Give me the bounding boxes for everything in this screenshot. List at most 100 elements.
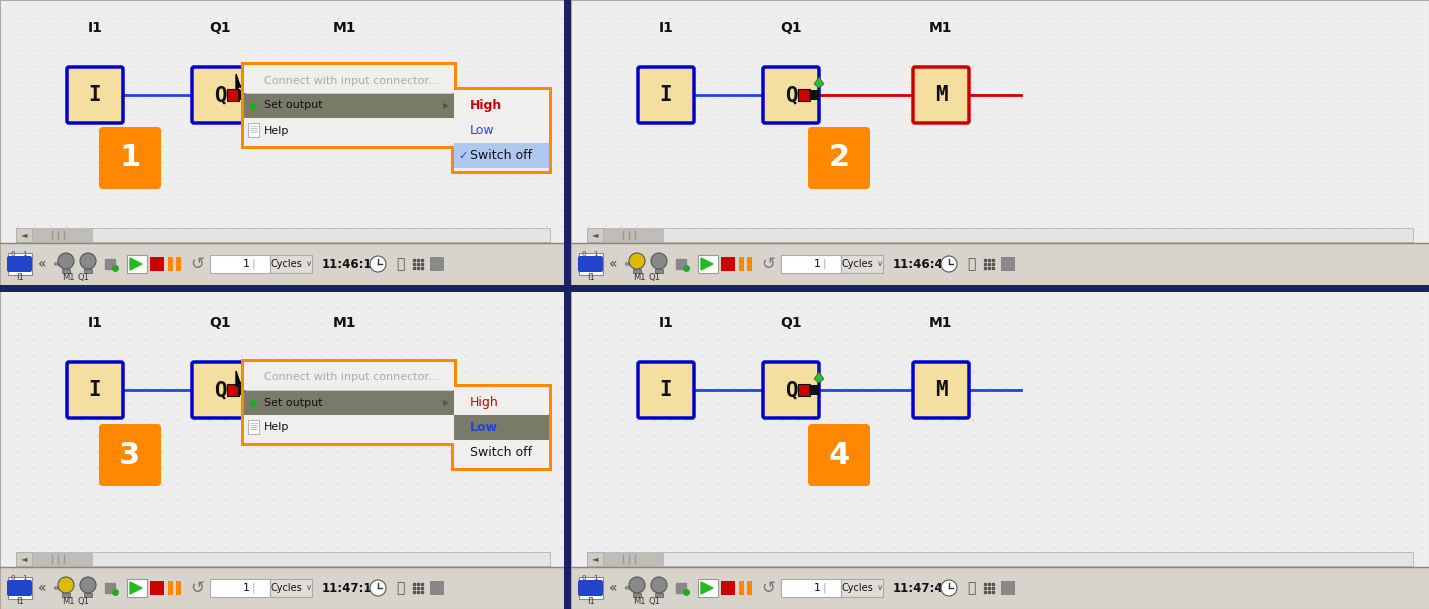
Point <box>577 29 600 39</box>
Point <box>1122 447 1145 457</box>
Point <box>374 45 397 55</box>
Point <box>1393 335 1416 345</box>
Point <box>70 495 93 505</box>
Point <box>1073 383 1096 393</box>
Point <box>786 303 809 313</box>
Point <box>962 335 985 345</box>
Point <box>550 221 573 231</box>
Point <box>70 93 93 103</box>
Point <box>247 93 270 103</box>
Text: I1: I1 <box>87 21 103 35</box>
Point <box>1122 431 1145 441</box>
Point <box>770 431 793 441</box>
Point <box>866 447 889 457</box>
Point <box>1057 61 1080 71</box>
Point <box>103 383 126 393</box>
Point <box>642 543 664 553</box>
Point <box>753 189 776 199</box>
Point <box>1042 109 1065 119</box>
Point <box>1378 221 1400 231</box>
Point <box>706 125 729 135</box>
Circle shape <box>59 577 74 593</box>
Point <box>550 527 573 537</box>
Point <box>199 351 221 361</box>
Text: Q1: Q1 <box>649 597 660 606</box>
Point <box>470 125 493 135</box>
Point <box>1298 351 1320 361</box>
Point <box>486 479 509 489</box>
Point <box>1378 463 1400 473</box>
Point <box>150 77 173 87</box>
Point <box>134 495 157 505</box>
Point <box>1218 157 1240 167</box>
Point <box>722 367 745 377</box>
Point <box>1409 399 1429 409</box>
Point <box>550 61 573 71</box>
FancyBboxPatch shape <box>913 67 969 123</box>
Point <box>1346 543 1369 553</box>
Point <box>23 447 46 457</box>
Point <box>407 29 430 39</box>
Point <box>1026 543 1049 553</box>
Point <box>977 29 1000 39</box>
Point <box>1073 45 1096 55</box>
Point <box>882 157 905 167</box>
Point <box>993 527 1016 537</box>
Point <box>247 303 270 313</box>
Point <box>1009 93 1032 103</box>
Point <box>23 29 46 39</box>
Point <box>706 367 729 377</box>
Point <box>230 173 253 183</box>
Point <box>486 221 509 231</box>
Point <box>150 527 173 537</box>
Point <box>294 335 317 345</box>
Point <box>87 13 110 23</box>
Point <box>690 511 713 521</box>
Point <box>1186 189 1209 199</box>
Point <box>519 13 542 23</box>
Point <box>1298 125 1320 135</box>
Point <box>657 415 680 425</box>
Point <box>962 431 985 441</box>
Point <box>1026 399 1049 409</box>
FancyBboxPatch shape <box>7 256 31 272</box>
Point <box>1298 415 1320 425</box>
Point <box>1218 141 1240 151</box>
Point <box>977 495 1000 505</box>
Point <box>1409 125 1429 135</box>
Point <box>706 303 729 313</box>
Point <box>503 335 526 345</box>
Point <box>1362 61 1385 71</box>
Point <box>817 367 840 377</box>
Point <box>626 77 649 87</box>
Point <box>577 221 600 231</box>
Point <box>167 415 190 425</box>
Point <box>977 335 1000 345</box>
Point <box>1169 29 1192 39</box>
Point <box>23 351 46 361</box>
Point <box>119 157 141 167</box>
Point <box>1202 431 1225 441</box>
Point <box>359 511 382 521</box>
Point <box>1057 109 1080 119</box>
Point <box>1218 431 1240 441</box>
Text: |: | <box>823 583 826 593</box>
Point <box>1042 351 1065 361</box>
Point <box>1122 479 1145 489</box>
Point <box>134 141 157 151</box>
Point <box>690 77 713 87</box>
Text: I1: I1 <box>87 316 103 330</box>
Bar <box>747 257 752 271</box>
Point <box>503 351 526 361</box>
Point <box>770 415 793 425</box>
Point <box>962 61 985 71</box>
Point <box>770 463 793 473</box>
Point <box>119 527 141 537</box>
Text: 0: 0 <box>582 575 586 581</box>
Point <box>70 173 93 183</box>
Point <box>833 141 856 151</box>
Point <box>786 173 809 183</box>
Point <box>519 431 542 441</box>
Point <box>737 351 760 361</box>
Point <box>519 125 542 135</box>
